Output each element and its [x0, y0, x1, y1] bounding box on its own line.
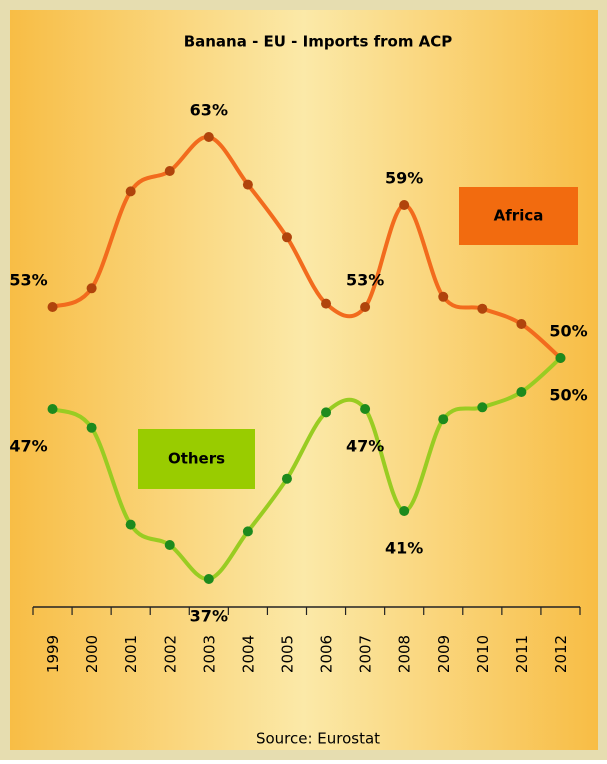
point	[516, 387, 527, 397]
legend-box	[138, 429, 255, 489]
point	[477, 303, 488, 314]
x-tick-label: 2005	[278, 635, 296, 673]
point	[203, 574, 214, 584]
point	[399, 506, 410, 516]
point	[86, 422, 97, 433]
point	[438, 291, 449, 302]
chart-title: Banana - EU - Imports from ACP	[184, 33, 453, 51]
point	[242, 526, 253, 537]
x-tick-label: 2004	[239, 635, 257, 673]
point	[321, 298, 332, 309]
point	[281, 232, 292, 243]
point	[164, 540, 175, 550]
point	[321, 407, 332, 418]
data-label: 59%	[385, 169, 423, 188]
x-tick-label: 2003	[200, 635, 218, 673]
source: Source: Eurostat	[256, 730, 380, 748]
x-tick-label: 2008	[396, 635, 414, 673]
point	[164, 166, 175, 176]
data-label: 41%	[385, 539, 423, 558]
point	[438, 414, 449, 425]
point	[360, 302, 371, 312]
data-label: 47%	[346, 437, 384, 456]
data-label: 53%	[346, 271, 384, 290]
data-label: 37%	[190, 607, 228, 626]
x-tick-label: 2010	[474, 635, 492, 673]
panel	[10, 10, 598, 750]
legend-box	[459, 187, 578, 245]
point	[555, 353, 566, 363]
data-label: 50%	[549, 322, 587, 341]
point	[125, 186, 136, 197]
x-tick-label: 2007	[357, 635, 375, 673]
x-tick-label: 2002	[161, 635, 179, 673]
point	[477, 402, 488, 413]
point	[47, 302, 58, 312]
x-tick-label: 2000	[83, 635, 101, 673]
data-label: 47%	[9, 437, 47, 456]
point	[281, 473, 292, 484]
point	[399, 200, 410, 210]
x-tick-label: 2006	[318, 635, 336, 673]
legend-label: Africa	[494, 207, 544, 225]
x-tick-label: 2012	[552, 635, 570, 673]
x-tick-label: 1999	[44, 635, 62, 673]
x-tick-label: 2001	[122, 635, 140, 673]
data-label: 50%	[549, 386, 587, 405]
point	[125, 519, 136, 530]
point	[516, 319, 527, 329]
x-tick-label: 2009	[435, 635, 453, 673]
legend-label: Others	[168, 450, 225, 468]
data-label: 63%	[190, 101, 228, 120]
point	[86, 283, 97, 294]
point	[203, 132, 214, 142]
point	[47, 404, 58, 414]
point	[242, 179, 253, 190]
x-tick-label: 2011	[513, 635, 531, 673]
point	[360, 404, 371, 414]
data-label: 53%	[9, 271, 47, 290]
